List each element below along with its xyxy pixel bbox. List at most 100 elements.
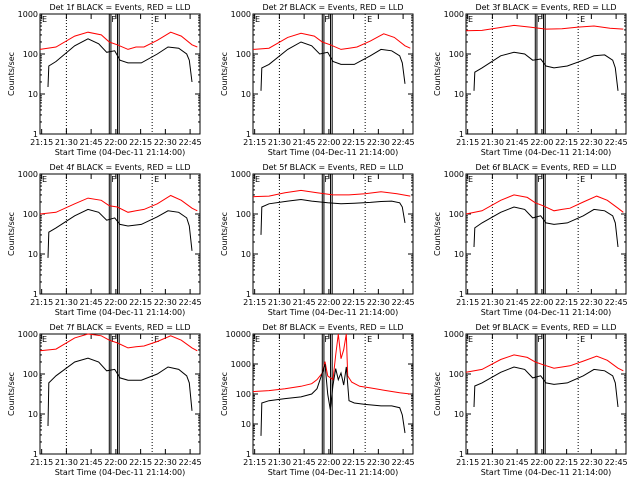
- y-tick-label: 1: [246, 290, 251, 299]
- x-tick-label: 21:45: [80, 458, 103, 467]
- x-tick-label: 22:30: [154, 298, 177, 307]
- y-tick-label: 1000: [231, 360, 251, 369]
- y-tick-label: 1000: [444, 170, 464, 179]
- marker-e-label-left: E: [468, 175, 473, 184]
- marker-e-label-left: E: [255, 175, 260, 184]
- plot-frame: [465, 13, 627, 135]
- x-tick-label: 21:15: [243, 138, 266, 147]
- chart-title: Det 5f BLACK = Events, RED = LLD: [262, 163, 403, 172]
- y-axis-label: Counts/sec: [433, 372, 442, 416]
- y-tick-label: 10: [28, 90, 38, 99]
- x-tick-label: 22:30: [154, 458, 177, 467]
- marker-e-label-right: E: [154, 335, 159, 344]
- x-tick-label: 21:45: [80, 138, 103, 147]
- x-tick-label: 22:45: [179, 138, 202, 147]
- x-tick-label: 22:45: [179, 458, 202, 467]
- x-tick-label: 22:15: [129, 298, 152, 307]
- x-axis-label: Start Time (04-Dec-11 21:14:00): [55, 468, 186, 477]
- series-red-lld: [39, 194, 198, 215]
- y-tick-label: 1000: [444, 10, 464, 19]
- x-axis-label: Start Time (04-Dec-11 21:14:00): [55, 148, 186, 157]
- series-red-lld: [252, 32, 411, 50]
- x-tick-label: 22:15: [342, 458, 365, 467]
- x-axis-label: Start Time (04-Dec-11 21:14:00): [268, 468, 399, 477]
- x-tick-label: 21:45: [293, 138, 316, 147]
- x-tick-label: 22:00: [530, 138, 553, 147]
- marker-f-label: F: [537, 175, 542, 184]
- series-black-events: [473, 51, 619, 91]
- marker-f-label: F: [111, 335, 116, 344]
- y-tick-label: 100: [236, 210, 251, 219]
- y-tick-label: 1000: [444, 330, 464, 339]
- x-tick-label: 22:45: [392, 138, 415, 147]
- chart-title: Det 8f BLACK = Events, RED = LLD: [262, 323, 403, 332]
- x-tick-label: 22:00: [530, 298, 553, 307]
- marker-e-label-left: E: [468, 15, 473, 24]
- y-tick-label: 10: [454, 90, 464, 99]
- y-tick-label: 10: [241, 90, 251, 99]
- plot-frame: [39, 13, 201, 135]
- x-tick-label: 21:45: [80, 298, 103, 307]
- series-black-events: [47, 357, 193, 427]
- chart-title: Det 9f BLACK = Events, RED = LLD: [475, 323, 616, 332]
- y-axis-label: Counts/sec: [220, 52, 229, 96]
- series-red-lld: [465, 194, 624, 215]
- marker-f-label: F: [324, 335, 329, 344]
- chart-title: Det 4f BLACK = Events, RED = LLD: [49, 163, 190, 172]
- series-red-lld: [252, 333, 411, 395]
- x-axis-label: Start Time (04-Dec-11 21:14:00): [55, 308, 186, 317]
- marker-e-label-right: E: [580, 15, 585, 24]
- marker-e-label-left: E: [255, 335, 260, 344]
- series-red-lld: [252, 189, 411, 198]
- plot-frame: [252, 13, 414, 135]
- x-tick-label: 21:45: [506, 458, 529, 467]
- y-tick-label: 100: [236, 390, 251, 399]
- x-tick-label: 22:15: [129, 138, 152, 147]
- marker-f-label: F: [324, 175, 329, 184]
- x-axis-label: Start Time (04-Dec-11 21:14:00): [481, 468, 612, 477]
- marker-e-label-right: E: [367, 15, 372, 24]
- x-tick-label: 21:45: [506, 138, 529, 147]
- x-tick-label: 21:30: [481, 298, 504, 307]
- x-tick-label: 22:00: [317, 138, 340, 147]
- x-tick-label: 22:30: [367, 458, 390, 467]
- marker-e-label-left: E: [42, 175, 47, 184]
- y-tick-label: 10: [28, 410, 38, 419]
- y-tick-label: 100: [23, 50, 38, 59]
- x-tick-label: 22:30: [367, 298, 390, 307]
- marker-e-label-right: E: [580, 335, 585, 344]
- marker-e-label-left: E: [468, 335, 473, 344]
- chart-title: Det 2f BLACK = Events, RED = LLD: [262, 3, 403, 12]
- y-tick-label: 10: [241, 420, 251, 429]
- series-black-events: [260, 198, 406, 235]
- x-tick-label: 22:45: [605, 298, 628, 307]
- y-tick-label: 1: [33, 450, 38, 459]
- series-red-lld: [39, 333, 198, 352]
- x-tick-label: 21:30: [55, 458, 78, 467]
- x-tick-label: 21:15: [243, 458, 266, 467]
- plot-frame: [252, 173, 414, 295]
- marker-e-label-right: E: [580, 175, 585, 184]
- x-tick-label: 22:15: [342, 298, 365, 307]
- x-tick-label: 22:15: [129, 458, 152, 467]
- marker-e-label-right: E: [154, 175, 159, 184]
- x-tick-label: 22:15: [555, 138, 578, 147]
- x-tick-label: 22:45: [605, 138, 628, 147]
- x-tick-label: 22:00: [317, 458, 340, 467]
- marker-e-label-right: E: [367, 335, 372, 344]
- series-black-events: [260, 41, 406, 91]
- x-tick-label: 22:15: [555, 458, 578, 467]
- series-black-events: [47, 208, 193, 258]
- chart-title: Det 7f BLACK = Events, RED = LLD: [49, 323, 190, 332]
- y-tick-label: 100: [449, 210, 464, 219]
- x-tick-label: 22:15: [342, 138, 365, 147]
- x-tick-label: 22:30: [580, 298, 603, 307]
- series-black-events: [473, 366, 619, 408]
- x-tick-label: 21:15: [456, 298, 479, 307]
- x-tick-label: 22:00: [530, 458, 553, 467]
- y-tick-label: 1: [459, 290, 464, 299]
